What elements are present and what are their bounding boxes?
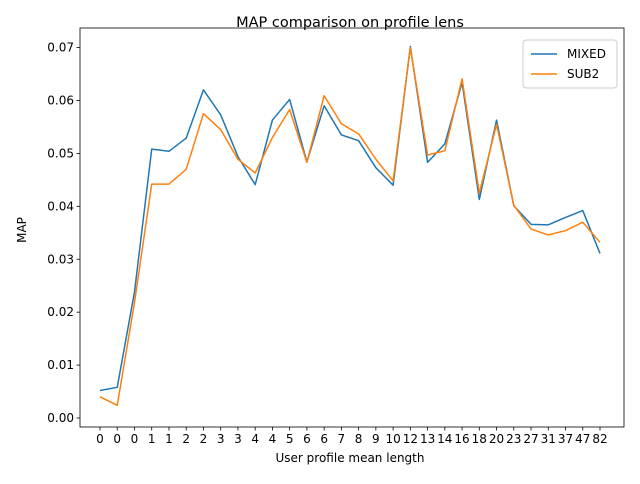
y-tick-label: 0.04 xyxy=(47,199,74,213)
x-tick-label: 1 xyxy=(165,432,173,446)
x-tick-label: 16 xyxy=(454,432,469,446)
x-tick-label: 1 xyxy=(148,432,156,446)
y-axis-label: MAP xyxy=(15,217,29,243)
legend-label-sub2: SUB2 xyxy=(567,67,599,81)
x-tick-label: 3 xyxy=(217,432,225,446)
x-tick-label: 0 xyxy=(113,432,121,446)
x-tick-label: 4 xyxy=(269,432,277,446)
series-line-mixed xyxy=(99,45,601,392)
legend-label-mixed: MIXED xyxy=(567,47,606,61)
y-tick-label: 0.00 xyxy=(47,411,74,425)
x-tick-label: 31 xyxy=(541,432,556,446)
x-axis-label: User profile mean length xyxy=(276,451,425,465)
x-tick-label: 27 xyxy=(523,432,538,446)
x-tick-label: 10 xyxy=(385,432,400,446)
plot-area: 0.000.010.020.030.040.050.060.070 0 0 1 1 2 2 3… xyxy=(47,27,625,446)
y-tick-label: 0.01 xyxy=(47,358,74,372)
x-tick-label: 12 xyxy=(403,432,418,446)
x-tick-label: 0 xyxy=(131,432,139,446)
x-tick-label: 23 xyxy=(506,432,521,446)
x-tick-label: 9 xyxy=(372,432,380,446)
x-tick-label: 2 xyxy=(182,432,190,446)
x-tick-label: 6 xyxy=(303,432,311,446)
x-tick-label: 47 xyxy=(575,432,590,446)
x-tick-label: 5 xyxy=(286,432,294,446)
y-tick-label: 0.05 xyxy=(47,146,74,160)
series-line-sub2 xyxy=(99,46,601,407)
x-tick-label: 6 xyxy=(320,432,328,446)
y-tick-label: 0.06 xyxy=(47,93,74,107)
x-tick-label: 8 xyxy=(355,432,363,446)
x-tick-label: 37 xyxy=(558,432,573,446)
legend-box xyxy=(522,39,618,89)
x-tick-label: 20 xyxy=(489,432,504,446)
y-tick-label: 0.02 xyxy=(47,305,74,319)
x-tick-label: 18 xyxy=(472,432,487,446)
x-tick-label: 82 xyxy=(592,432,607,446)
legend: MIXED SUB2 xyxy=(522,39,618,89)
x-tick-label: 7 xyxy=(338,432,346,446)
x-tick-label: 2 xyxy=(200,432,208,446)
axes-frame xyxy=(79,27,625,428)
x-tick-label: 4 xyxy=(251,432,259,446)
x-tick-label: 0 xyxy=(96,432,104,446)
chart-title: MAP comparison on profile lens xyxy=(236,15,464,31)
x-tick-label: 13 xyxy=(420,432,435,446)
y-tick-label: 0.03 xyxy=(47,252,74,266)
x-tick-label: 14 xyxy=(437,432,452,446)
y-tick-label: 0.07 xyxy=(47,41,74,55)
x-tick-label: 3 xyxy=(234,432,242,446)
